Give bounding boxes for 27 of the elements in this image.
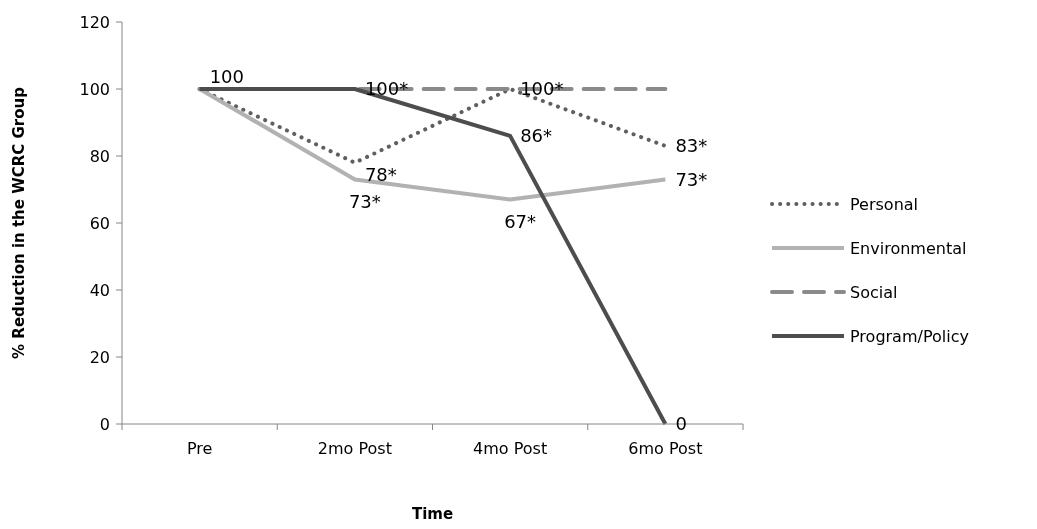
y-tick-label: 20: [89, 347, 110, 367]
y-tick-label: 60: [89, 213, 110, 233]
legend-label: Environmental: [850, 238, 967, 258]
data-label: 83*: [675, 135, 708, 157]
y-tick-label: 100: [79, 79, 110, 99]
data-label: 78*: [364, 164, 397, 185]
data-label: 0: [675, 413, 687, 435]
data-label: 67*: [504, 210, 537, 232]
x-tick-label: 2mo Post: [317, 439, 392, 458]
legend-label: Personal: [850, 194, 919, 214]
data-label: 100*: [520, 78, 564, 100]
y-tick-label: 80: [89, 146, 110, 166]
x-tick-label: 6mo Post: [628, 439, 703, 458]
legend-label: Program/Policy: [850, 326, 969, 346]
x-axis-title: Time: [411, 505, 454, 523]
x-tick-label: 4mo Post: [473, 439, 548, 458]
legend-label: Social: [850, 282, 898, 302]
data-label: 73*: [348, 190, 381, 212]
y-tick-label: 40: [89, 280, 110, 300]
y-tick-label: 120: [79, 12, 110, 32]
x-tick-label: Pre: [186, 439, 213, 458]
data-label: 73*: [675, 168, 708, 190]
data-label: 86*: [520, 125, 553, 147]
y-tick-label: 0: [99, 414, 110, 434]
data-label: 100: [209, 66, 244, 88]
data-label: 100*: [364, 78, 409, 100]
y-axis-title: % Reduction in the WCRC Group: [10, 86, 28, 359]
